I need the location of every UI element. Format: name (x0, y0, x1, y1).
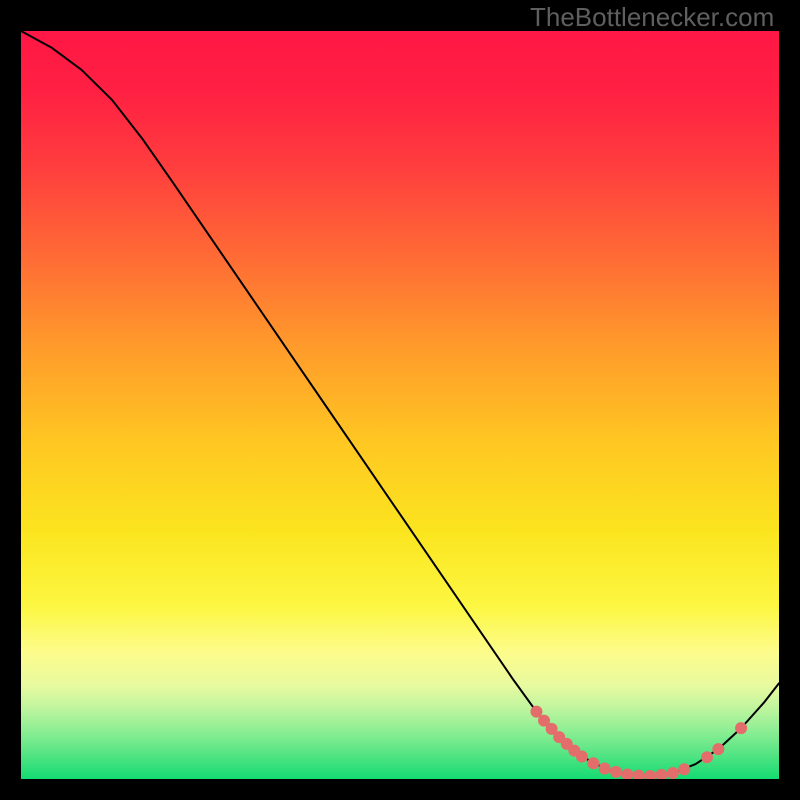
chart-canvas: TheBottlenecker.com (0, 0, 800, 800)
curve-marker (678, 763, 690, 775)
curve-overlay (21, 31, 779, 779)
curve-marker (701, 751, 713, 763)
branding-watermark: TheBottlenecker.com (530, 2, 774, 33)
curve-marker (587, 757, 599, 769)
plot-area (21, 31, 779, 779)
curve-marker (712, 743, 724, 755)
curve-marker (667, 767, 679, 779)
curve-marker (633, 770, 645, 779)
curve-marker (576, 751, 588, 763)
bottleneck-curve (21, 31, 779, 776)
curve-marker (621, 769, 633, 779)
curve-marker (644, 770, 656, 779)
curve-marker (735, 722, 747, 734)
curve-marker (610, 766, 622, 778)
curve-marker (599, 763, 611, 775)
curve-marker (656, 769, 668, 779)
